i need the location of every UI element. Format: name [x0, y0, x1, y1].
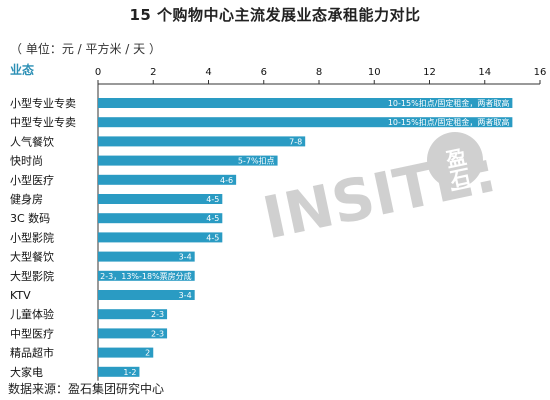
category-label: 小型专业专卖 — [10, 96, 76, 110]
source-note: 数据来源：盈石集团研究中心 — [8, 382, 165, 396]
data-label: 4-6 — [220, 176, 233, 185]
category-label: 中型医疗 — [10, 326, 54, 340]
bar — [98, 347, 154, 358]
x-tick-label: 4 — [205, 67, 211, 78]
bar — [98, 136, 306, 147]
bar — [98, 213, 223, 224]
bar — [98, 328, 168, 339]
bar — [98, 270, 195, 281]
bar — [98, 309, 168, 320]
data-label: 4-5 — [206, 233, 219, 242]
chart-title: 15 个购物中心主流发展业态承租能力对比 — [129, 6, 421, 24]
bar — [98, 155, 278, 166]
category-label: 人气餐饮 — [10, 134, 54, 148]
category-label: 儿童体验 — [10, 307, 54, 321]
data-label: 3-4 — [179, 291, 192, 300]
data-label: 10-15%扣点/固定租金，两者取高 — [388, 117, 510, 127]
bar — [98, 290, 195, 300]
unit-note: （ 单位：元 / 平方米 / 天 ） — [10, 42, 161, 56]
category-label: 3C 数码 — [10, 212, 50, 225]
category-header: 业态 — [10, 62, 34, 77]
data-label: 10-15%扣点/固定租金，两者取高 — [388, 98, 510, 108]
category-label: 大家电 — [10, 365, 43, 379]
x-tick-label: 16 — [534, 67, 547, 78]
data-label: 5-7%扣点 — [238, 156, 275, 166]
data-label: 2-3 — [151, 329, 164, 338]
category-label: 快时尚 — [10, 154, 43, 168]
category-label: KTV — [10, 289, 31, 302]
x-tick-label: 6 — [261, 67, 267, 78]
x-tick-label: 2 — [150, 67, 156, 78]
category-label: 大型影院 — [10, 269, 54, 283]
data-label: 4-5 — [206, 214, 219, 223]
data-label: 2-3 — [151, 310, 164, 319]
x-tick-label: 0 — [95, 67, 101, 78]
x-tick-label: 12 — [423, 67, 436, 78]
bar — [98, 174, 237, 185]
watermark-logo: 盈石 — [427, 132, 483, 190]
bar — [98, 251, 195, 262]
bar — [98, 366, 140, 377]
category-label: 小型医疗 — [10, 173, 54, 187]
x-tick-label: 10 — [368, 67, 381, 78]
data-label: 7-8 — [289, 137, 302, 146]
bar — [98, 98, 513, 108]
category-label: 中型专业专卖 — [10, 115, 76, 129]
data-label: 2-3，13%-18%票房分成 — [100, 271, 192, 281]
category-label: 小型影院 — [10, 230, 54, 244]
category-label: 精品超市 — [10, 346, 54, 360]
x-tick-label: 8 — [316, 67, 322, 78]
data-label: 2 — [145, 349, 150, 358]
data-label: 3-4 — [179, 253, 192, 262]
bar — [98, 232, 223, 243]
bar — [98, 194, 223, 204]
category-label: 健身房 — [10, 192, 43, 206]
x-tick-label: 14 — [478, 67, 491, 78]
data-label: 4-5 — [206, 195, 219, 204]
bar — [98, 117, 513, 128]
category-label: 大型餐饮 — [10, 250, 54, 264]
data-label: 1-2 — [123, 368, 136, 377]
